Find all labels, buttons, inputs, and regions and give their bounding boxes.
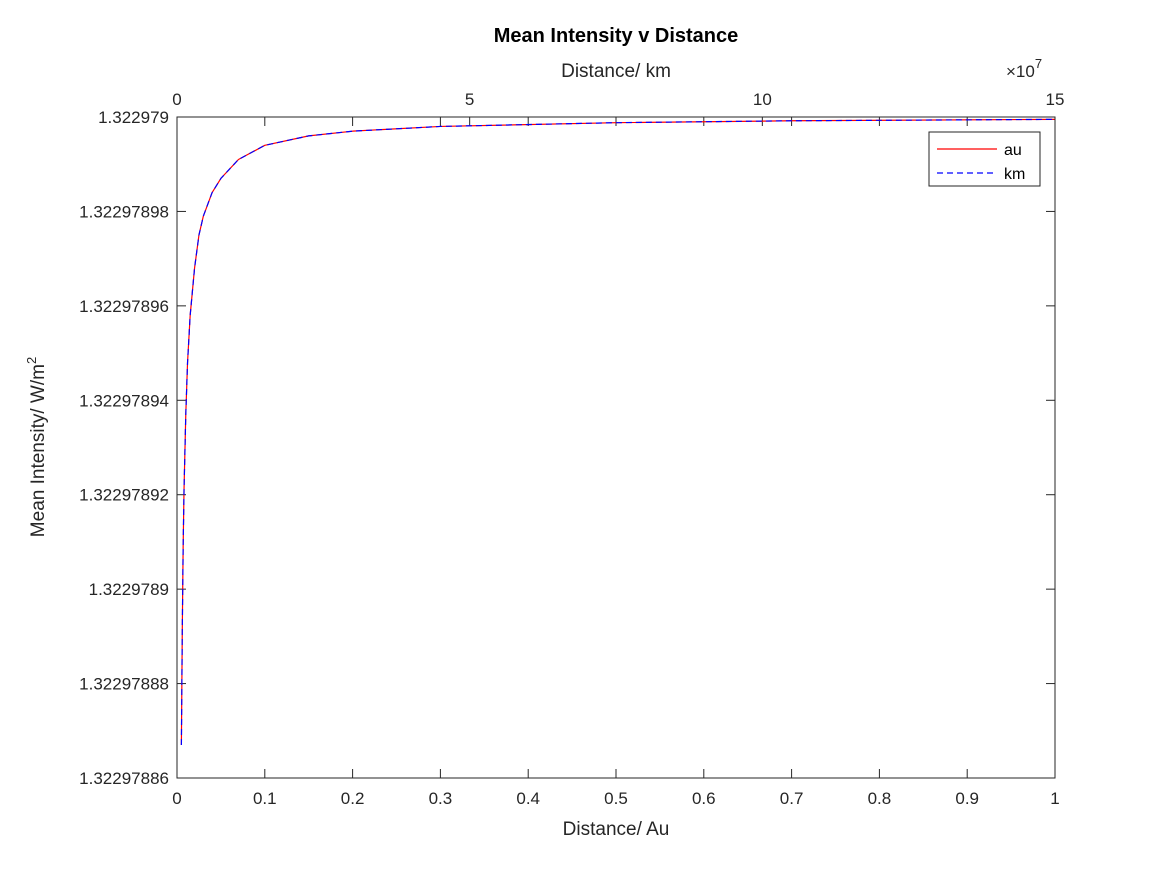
y-tick-label: 1.322979 bbox=[98, 108, 169, 127]
x-tick-label: 0.3 bbox=[429, 789, 453, 808]
y-tick-label: 1.3229789 bbox=[89, 580, 169, 599]
x-tick-label: 0.8 bbox=[868, 789, 892, 808]
x-tick-label: 0.5 bbox=[604, 789, 628, 808]
series-layer bbox=[180, 118, 1056, 745]
x2-tick-label: 0 bbox=[172, 90, 181, 109]
x-axis-title: Distance/ Au bbox=[563, 819, 670, 840]
y-tick-label: 1.32297898 bbox=[79, 202, 169, 221]
legend-label-km: km bbox=[1004, 166, 1025, 183]
x2-tick-label: 10 bbox=[753, 90, 772, 109]
x-tick-label: 0.7 bbox=[780, 789, 804, 808]
x-tick-label: 0.4 bbox=[516, 789, 540, 808]
legend-box bbox=[928, 131, 1041, 187]
y-tick-label: 1.32297894 bbox=[79, 391, 169, 410]
x-tick-label: 0.1 bbox=[253, 789, 277, 808]
x2-axis-title: Distance/ km bbox=[561, 61, 671, 82]
y-axis-title: Mean Intensity/ W/m2 bbox=[24, 357, 49, 537]
y-axis-title-superscript: 2 bbox=[24, 357, 39, 364]
x-tick-label: 1 bbox=[1050, 789, 1059, 808]
x-tick-label: 0.9 bbox=[955, 789, 979, 808]
x-tick-label: 0.6 bbox=[692, 789, 716, 808]
plot-area bbox=[177, 117, 1055, 778]
x-tick-label: 0.2 bbox=[341, 789, 365, 808]
y-axis-title-main: Mean Intensity/ W/m bbox=[28, 364, 49, 537]
legend-label-au: au bbox=[1004, 142, 1022, 159]
y-tick-label: 1.32297896 bbox=[79, 297, 169, 316]
x2-tick-label: 15 bbox=[1046, 90, 1065, 109]
series-line-km bbox=[180, 118, 1056, 745]
chart-title: Mean Intensity v Distance bbox=[494, 25, 739, 47]
y-tick-label: 1.32297888 bbox=[79, 675, 169, 694]
legend: au km bbox=[928, 131, 1041, 187]
x-tick-label: 0 bbox=[172, 789, 181, 808]
x2-exponent-base: ×10 bbox=[1006, 62, 1035, 81]
y-tick-label: 1.32297892 bbox=[79, 486, 169, 505]
axis-ticks: 0 0.1 0.2 0.3 0.4 0.5 0.6 0.7 0.8 0.9 10 5 10 151.322… bbox=[79, 90, 1064, 808]
y-tick-label: 1.32297886 bbox=[79, 769, 169, 788]
x2-tick-label: 5 bbox=[465, 90, 474, 109]
plot-frame bbox=[176, 116, 1056, 779]
x2-exponent-label: ×107 bbox=[1006, 56, 1042, 81]
x2-exponent-power: 7 bbox=[1035, 56, 1042, 71]
